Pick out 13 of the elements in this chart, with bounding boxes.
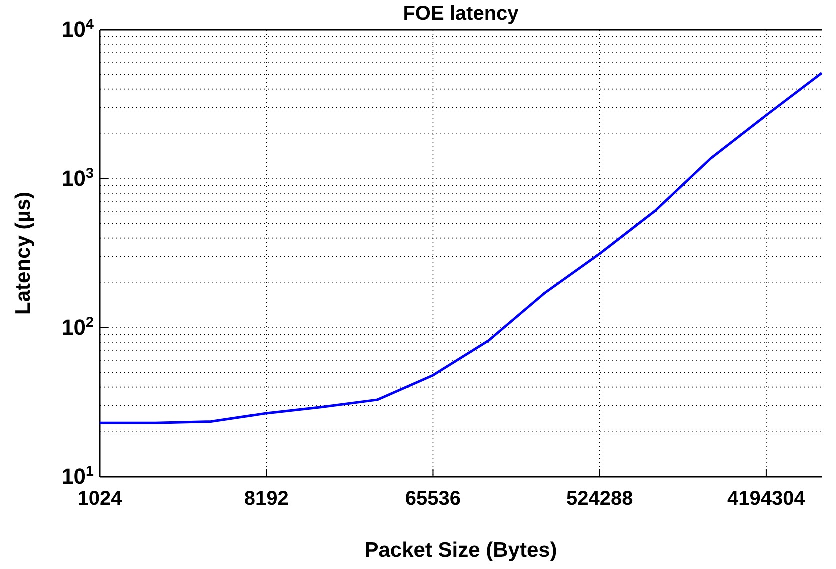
x-tick-label: 1024 <box>78 488 124 510</box>
y-tick-label: 10$^{4}$ <box>62 17 94 42</box>
y-tick-label: 10$^{3}$ <box>62 166 94 192</box>
y-tick-label: 10$^{1}$ <box>62 464 94 490</box>
y-tick-label: 10$^{2}$ <box>62 315 94 340</box>
x-axis-title: Packet Size (Bytes) <box>364 539 558 562</box>
x-tick-label: 524288 <box>566 488 634 510</box>
y-axis-title: Latency (µs) <box>12 192 35 315</box>
chart-title: FOE latency <box>403 3 520 25</box>
x-tick-label: 4194304 <box>728 488 806 510</box>
line-series <box>98 72 824 424</box>
x-tick-label: 8192 <box>244 488 289 510</box>
x-tick-label: 65536 <box>405 488 462 510</box>
